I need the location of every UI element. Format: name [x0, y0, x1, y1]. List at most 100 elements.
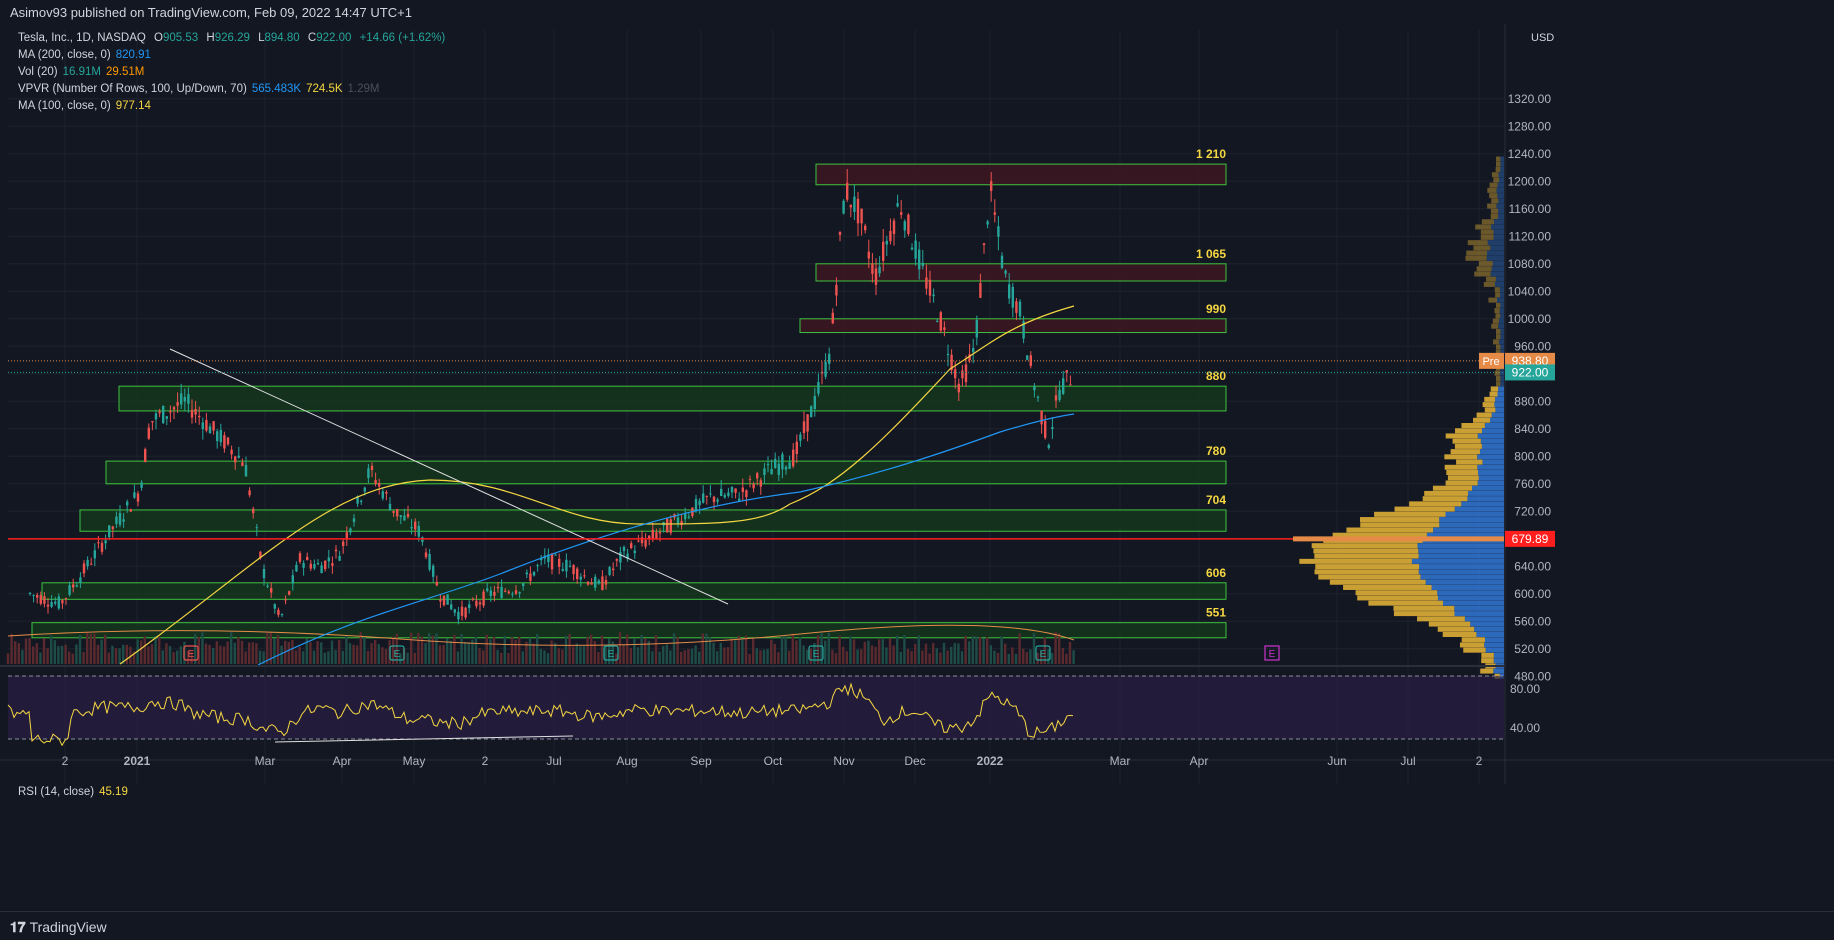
candle-body [946, 353, 950, 356]
candle-body [93, 550, 96, 559]
volume-bar [935, 648, 938, 664]
candle-body [957, 383, 960, 393]
vpvr-up-bar [1485, 647, 1504, 653]
volume-bar [593, 641, 596, 664]
candle-body [172, 407, 176, 410]
volume-bar [748, 653, 751, 664]
zone-1065 [815, 263, 1227, 282]
volume-bar [960, 651, 964, 664]
legend-rsi[interactable]: RSI (14, close) 45.19 [18, 786, 133, 798]
volume-bar [737, 635, 740, 664]
volume-bar [244, 651, 247, 664]
pre-tag: Pre [1482, 356, 1499, 368]
vpvr-down-bar [1480, 234, 1494, 240]
earnings-icon [1035, 645, 1051, 661]
candle-body [1026, 355, 1029, 360]
volume-bar [1011, 647, 1014, 664]
volume-bar [172, 652, 175, 664]
price-chart[interactable]: 1 210 1 065 990 880 780 704 606 551 1320.00 1280.… [0, 24, 1834, 911]
vpvr-up-bar [1499, 287, 1504, 293]
vpvr-down-bar [1461, 423, 1485, 428]
volume-bar [665, 644, 668, 664]
vpvr-down-bar [1315, 564, 1420, 570]
candle-body [712, 496, 716, 503]
candle-body [158, 411, 161, 414]
candle-body [439, 599, 442, 602]
volume-bar [212, 647, 215, 664]
candle-body [745, 490, 748, 498]
volume-bar [928, 653, 931, 664]
vpvr-up-bar [1491, 224, 1504, 230]
vpvr-up-bar [1495, 276, 1504, 282]
vpvr-up-bar [1500, 334, 1504, 340]
vpvr-up-bar [1494, 281, 1504, 287]
earnings-icon [808, 645, 824, 661]
vpvr-down-bar [1480, 229, 1494, 235]
price-axis-bg [1505, 24, 1834, 911]
volume-bar [870, 645, 874, 664]
zone-606 [41, 582, 1227, 600]
candle-body [442, 595, 446, 606]
vpvr-down-bar [1495, 166, 1501, 172]
candle-body [867, 251, 870, 259]
vpvr-down-bar [1467, 240, 1488, 246]
candle-body [763, 468, 766, 475]
vpvr-down-bar [1461, 637, 1485, 643]
candle-body [414, 521, 417, 530]
earnings-marker: E [608, 649, 615, 660]
candle-body [644, 540, 647, 547]
volume-bar [370, 643, 373, 664]
volume-bar [291, 639, 294, 664]
price-tick-label: 560.00 [1514, 614, 1551, 628]
price-tick-label: 1120.00 [1509, 229, 1552, 243]
vpvr-up-bar [1419, 564, 1504, 570]
candle-body [147, 427, 150, 439]
zone-880 [118, 385, 1227, 412]
price-tick-label: 800.00 [1514, 449, 1551, 463]
candle-body [864, 225, 867, 231]
candle-body [525, 572, 528, 575]
price-tick-label: 840.00 [1514, 422, 1551, 436]
candle-body [435, 581, 438, 586]
candle-body [921, 262, 924, 267]
tradingview-logo[interactable]: 𝟏𝟕 TradingView [10, 919, 107, 936]
vpvr-up-bar [1497, 182, 1504, 188]
volume-bar [186, 650, 190, 664]
volume-bar [809, 648, 812, 664]
volume-bar [1022, 648, 1025, 664]
volume-bar [1047, 649, 1050, 664]
legend-ma100[interactable]: MA (100, close, 0) 977.14 [18, 100, 156, 112]
vpvr-down-bar [1474, 271, 1491, 277]
vol-value-2: 29.51M [106, 66, 145, 78]
legend-vol[interactable]: Vol (20) 16.91M 29.51M [18, 66, 149, 78]
candle-body [1047, 444, 1050, 448]
volume-bar [942, 642, 946, 664]
zone-1210 [815, 163, 1227, 186]
volume-bar [197, 636, 200, 664]
candle-body [154, 413, 158, 420]
legend-vpvr[interactable]: VPVR (Number Of Rows, 100, Up/Down, 70) 5… [18, 83, 384, 95]
candle-body [187, 394, 190, 404]
candle-body [723, 495, 726, 498]
candle-body [378, 483, 381, 487]
vpvr-up-bar [1477, 454, 1504, 460]
earnings-marker: E [1269, 649, 1276, 660]
volume-bar [683, 650, 686, 664]
vpvr-up-bar [1500, 166, 1504, 172]
earnings-icon [389, 645, 405, 661]
volume-bar [860, 649, 863, 664]
candle-body [446, 594, 449, 605]
volume-bar [705, 633, 708, 664]
time-tick-label: 2 [1476, 754, 1483, 768]
volume-bar [345, 635, 348, 664]
volume-bar [676, 636, 679, 664]
vpvr-down-bar [1493, 177, 1500, 183]
vpvr-down-bar [1491, 198, 1499, 204]
candle-body [651, 529, 654, 539]
volume-bar [816, 635, 820, 664]
volume-bar [582, 646, 586, 664]
volume-bar [348, 643, 352, 664]
legend-ma200[interactable]: MA (200, close, 0) 820.91 [18, 49, 156, 61]
candle-body [450, 604, 453, 610]
candle-body [219, 429, 222, 443]
